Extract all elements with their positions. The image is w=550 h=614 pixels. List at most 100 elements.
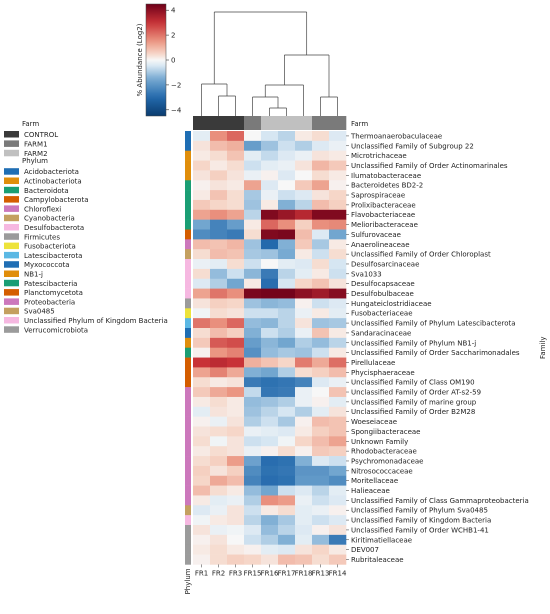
heatmap-cell — [193, 475, 211, 486]
colorbar-tick-label: −2 — [171, 81, 181, 89]
heatmap-cell — [210, 209, 228, 220]
heatmap-cell — [312, 426, 330, 437]
legend-swatch — [4, 196, 19, 203]
legend-swatch — [4, 214, 19, 222]
phylum-annotation-bar — [185, 131, 191, 565]
heatmap-cell — [193, 170, 211, 181]
heatmap-cell — [210, 150, 228, 161]
heatmap-cell — [278, 199, 296, 211]
heatmap-cell — [193, 288, 211, 299]
phylum-cell — [185, 416, 191, 427]
heatmap-cell — [210, 170, 228, 181]
heatmap-cell — [244, 446, 262, 457]
heatmap-cell — [329, 465, 347, 477]
heatmap-cell — [193, 357, 211, 368]
heatmap-cell — [227, 170, 245, 181]
heatmap-cell — [261, 160, 279, 171]
heatmap-cell — [193, 446, 211, 457]
heatmap-cell — [312, 288, 330, 299]
farm-bar-label: Farm — [351, 120, 368, 128]
phylum-cell — [185, 239, 191, 250]
heatmap-cell — [193, 426, 211, 437]
heatmap-cell — [227, 209, 245, 220]
heatmap-cell — [278, 328, 296, 339]
heatmap-cell — [295, 347, 313, 358]
heatmap-cell — [261, 131, 279, 142]
phylum-cell — [185, 259, 191, 270]
heatmap-cell — [312, 347, 330, 358]
heatmap-cell — [227, 396, 245, 408]
heatmap-cell — [312, 544, 330, 555]
heatmap-cell — [193, 259, 211, 270]
legend-label-farm: FARM1 — [24, 140, 48, 148]
heatmap-cell — [244, 525, 262, 536]
phylum-cell — [185, 456, 191, 467]
heatmap-cell — [244, 436, 262, 447]
colorbar-tick-label: 2 — [171, 32, 175, 40]
heatmap-cell — [244, 387, 262, 398]
heatmap-cell — [193, 318, 211, 329]
heatmap-cell — [329, 357, 347, 368]
heatmap-cell — [278, 495, 296, 506]
heatmap-cell — [261, 337, 279, 348]
heatmap-cell — [329, 199, 347, 211]
heatmap-cell — [295, 239, 313, 250]
heatmap-cell — [312, 259, 330, 270]
heatmap-cell — [329, 446, 347, 457]
heatmap-cell — [210, 337, 228, 348]
heatmap-cell — [278, 249, 296, 260]
heatmap-cell — [278, 259, 296, 270]
row-label: Woeseiaceae — [351, 418, 397, 426]
legend-label-phylum: Verrucomicrobiota — [24, 326, 88, 334]
heatmap-cell — [261, 485, 279, 496]
heatmap-cell — [278, 229, 296, 240]
heatmap-cell — [227, 160, 245, 171]
heatmap-cell — [278, 446, 296, 457]
heatmap-cell — [193, 515, 211, 526]
heatmap-cell — [227, 239, 245, 250]
heatmap-cell — [193, 456, 211, 467]
row-label: Psychromonadaceae — [351, 457, 424, 465]
row-label: Moritellaceae — [351, 477, 398, 485]
heatmap-cell — [312, 446, 330, 457]
phylum-cell — [185, 525, 191, 536]
heatmap-cell — [210, 298, 228, 309]
heatmap-cell — [244, 209, 262, 220]
phylum-cell — [185, 328, 191, 339]
heatmap-cell — [312, 377, 330, 388]
row-label: Unclassified Family of Order Saccharimon… — [351, 349, 520, 357]
legend-label-phylum: Myxococcota — [24, 261, 70, 269]
row-label: Unclassified Family of Order Chloroplast — [351, 251, 491, 259]
heatmap-cell — [261, 259, 279, 270]
phylum-cell — [185, 515, 191, 526]
phylum-cell — [185, 268, 191, 280]
heatmap-cell — [278, 357, 296, 368]
heatmap-cell — [329, 239, 347, 250]
heatmap-cell — [210, 475, 228, 486]
phylum-cell — [185, 426, 191, 437]
row-label: Desulfosarcinaceae — [351, 260, 419, 268]
heatmap-cell — [244, 465, 262, 477]
heatmap-cell — [227, 495, 245, 506]
row-label: Prolixibacteraceae — [351, 201, 416, 209]
heatmap-cell — [193, 554, 211, 565]
legend-label-phylum: Chloroflexi — [24, 205, 61, 213]
legend-label-phylum: Desulfobacterota — [24, 224, 84, 232]
heatmap-cell — [312, 199, 330, 211]
phylum-cell — [185, 180, 191, 191]
heatmap-cell — [261, 387, 279, 398]
heatmap-cell — [312, 308, 330, 319]
heatmap-cell — [312, 298, 330, 309]
heatmap-cell — [193, 367, 211, 378]
phylum-cell — [185, 150, 191, 161]
phylum-legend-title: Phylum — [22, 157, 48, 165]
heatmap-cell — [329, 396, 347, 408]
heatmap-cell — [193, 278, 211, 289]
heatmap-cell — [227, 544, 245, 555]
heatmap-cell — [193, 377, 211, 388]
heatmap-cell — [261, 446, 279, 457]
phylum-cell — [185, 298, 191, 309]
heatmap-cell — [210, 367, 228, 378]
heatmap-cell — [295, 554, 313, 565]
heatmap-cell — [227, 456, 245, 467]
